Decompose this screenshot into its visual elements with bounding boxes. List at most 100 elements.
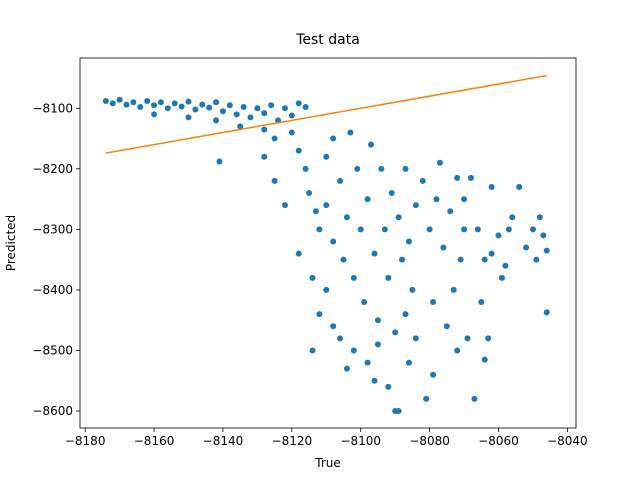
point xyxy=(381,226,388,233)
point xyxy=(185,98,192,105)
point xyxy=(392,329,399,336)
point xyxy=(340,256,347,263)
point xyxy=(185,114,192,121)
point xyxy=(516,183,523,190)
point xyxy=(309,347,316,354)
x-tick-label: −8140 xyxy=(203,434,244,448)
point xyxy=(254,105,261,112)
point xyxy=(426,226,433,233)
y-tick-label: −8500 xyxy=(32,343,73,357)
point xyxy=(430,371,437,378)
point xyxy=(323,202,330,209)
point xyxy=(343,365,350,372)
point xyxy=(157,99,164,106)
point xyxy=(316,311,323,318)
point xyxy=(498,274,505,281)
point xyxy=(371,250,378,257)
point xyxy=(350,274,357,281)
point xyxy=(137,104,144,111)
point xyxy=(540,232,547,239)
point xyxy=(102,97,109,104)
point xyxy=(288,129,295,136)
point xyxy=(378,165,385,172)
point xyxy=(268,102,275,109)
point xyxy=(395,214,402,221)
point xyxy=(337,177,344,184)
point xyxy=(388,190,395,197)
point xyxy=(116,96,123,103)
point xyxy=(281,105,288,112)
point xyxy=(192,106,199,113)
point xyxy=(402,311,409,318)
x-tick-label: −8100 xyxy=(340,434,381,448)
point xyxy=(374,317,381,324)
point xyxy=(295,100,302,107)
point xyxy=(323,153,330,160)
point xyxy=(433,196,440,203)
point xyxy=(461,196,468,203)
point xyxy=(502,262,509,269)
point xyxy=(399,256,406,263)
x-tick-label: −8040 xyxy=(547,434,588,448)
point xyxy=(405,359,412,366)
point xyxy=(454,174,461,181)
point xyxy=(206,104,213,111)
point xyxy=(395,408,402,415)
point xyxy=(423,395,430,402)
point xyxy=(543,247,550,254)
point xyxy=(144,97,151,104)
y-tick-label: −8100 xyxy=(32,101,73,115)
point xyxy=(171,100,178,107)
point xyxy=(509,214,516,221)
point xyxy=(247,114,254,121)
point xyxy=(109,100,116,107)
x-tick-label: −8180 xyxy=(65,434,106,448)
point xyxy=(330,135,337,142)
point xyxy=(219,108,226,115)
y-tick-label: −8300 xyxy=(32,222,73,236)
point xyxy=(450,286,457,293)
y-tick-label: −8400 xyxy=(32,283,73,297)
point xyxy=(533,256,540,263)
point xyxy=(412,335,419,342)
point xyxy=(467,174,474,181)
point xyxy=(405,238,412,245)
point xyxy=(543,309,550,316)
x-axis-label: True xyxy=(314,456,341,470)
point xyxy=(443,323,450,330)
point xyxy=(471,395,478,402)
point xyxy=(323,286,330,293)
point xyxy=(261,153,268,160)
point xyxy=(368,141,375,148)
point xyxy=(271,177,278,184)
point xyxy=(271,135,278,142)
x-tick-label: −8120 xyxy=(272,434,313,448)
point xyxy=(312,208,319,215)
point xyxy=(402,165,409,172)
point xyxy=(261,110,268,117)
point xyxy=(461,226,468,233)
point xyxy=(343,214,350,221)
point xyxy=(430,299,437,306)
point xyxy=(440,244,447,251)
point xyxy=(130,99,137,106)
x-tick-label: −8160 xyxy=(134,434,175,448)
point xyxy=(364,196,371,203)
point xyxy=(302,165,309,172)
point xyxy=(357,226,364,233)
y-tick-label: −8600 xyxy=(32,404,73,418)
point xyxy=(412,202,419,209)
point xyxy=(529,226,536,233)
point xyxy=(330,238,337,245)
point xyxy=(233,111,240,118)
point xyxy=(485,335,492,342)
point xyxy=(123,101,130,108)
point xyxy=(385,274,392,281)
y-tick-label: −8200 xyxy=(32,162,73,176)
point xyxy=(385,383,392,390)
point xyxy=(505,226,512,233)
point xyxy=(361,299,368,306)
point xyxy=(226,102,233,109)
chart-title: Test data xyxy=(295,32,360,48)
